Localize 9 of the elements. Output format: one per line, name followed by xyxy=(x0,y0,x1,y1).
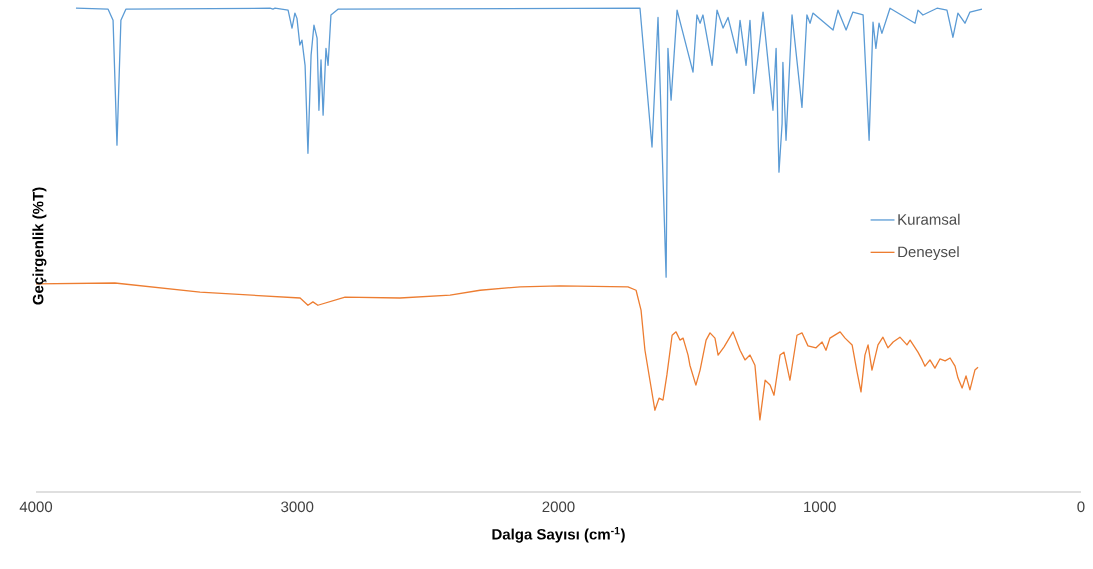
x-tick-label: 3000 xyxy=(281,501,314,513)
x-axis-title: Dalga Sayısı (cm$^{-1}$) xyxy=(492,527,625,543)
legend-label: Deneysel xyxy=(898,246,959,261)
legend-label: Kuramsal xyxy=(898,213,960,225)
y-axis-title: Geçirgenlik (%T) xyxy=(32,187,47,305)
x-tick-label: 0 xyxy=(1077,501,1085,513)
x-tick-label: 1000 xyxy=(804,501,836,513)
x-tick-label: 4000 xyxy=(19,501,53,513)
x-tick-label: 2000 xyxy=(542,501,575,513)
